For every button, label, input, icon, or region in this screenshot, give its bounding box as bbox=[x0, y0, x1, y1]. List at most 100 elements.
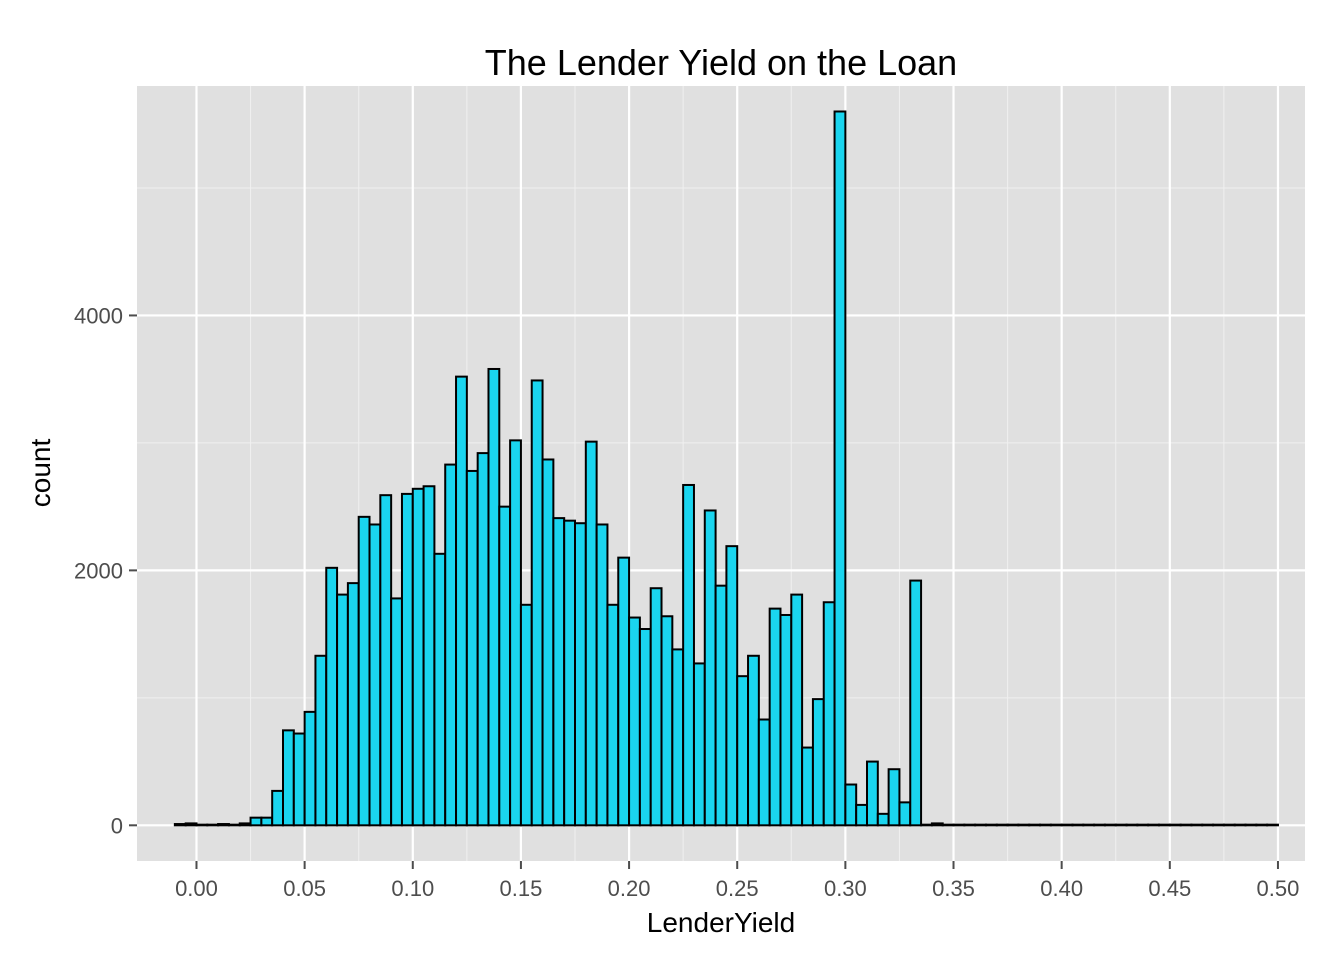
y-tick-label: 0 bbox=[111, 813, 123, 838]
histogram-bar bbox=[822, 601, 836, 827]
histogram-bar bbox=[952, 823, 966, 827]
histogram-bar bbox=[1017, 823, 1031, 827]
y-tick-label: 4000 bbox=[74, 303, 123, 328]
histogram-bar bbox=[855, 803, 868, 827]
histogram-bar bbox=[541, 458, 555, 827]
histogram-bar bbox=[617, 556, 631, 827]
histogram-bar bbox=[606, 603, 620, 827]
histogram-bars bbox=[173, 110, 1279, 827]
histogram-bar bbox=[530, 379, 544, 827]
histogram-bar bbox=[1093, 823, 1106, 827]
histogram-bar bbox=[314, 654, 328, 827]
histogram-bar bbox=[1039, 823, 1052, 827]
histogram-bar bbox=[1006, 823, 1020, 827]
histogram-bar bbox=[509, 439, 522, 827]
histogram-bar bbox=[1136, 823, 1150, 827]
x-tick-label: 0.40 bbox=[1040, 876, 1083, 901]
histogram-bar bbox=[1233, 823, 1247, 827]
histogram-bar bbox=[465, 469, 479, 827]
histogram-bar bbox=[1049, 823, 1063, 827]
histogram-bar bbox=[747, 654, 760, 827]
histogram-bar bbox=[714, 584, 728, 827]
histogram-bar bbox=[1201, 823, 1215, 827]
histogram-bar bbox=[963, 823, 977, 827]
histogram-bar bbox=[790, 593, 804, 827]
histogram-bar bbox=[325, 566, 339, 827]
histogram-bar bbox=[444, 463, 458, 827]
histogram-bar bbox=[476, 452, 490, 827]
x-tick-label: 0.00 bbox=[175, 876, 218, 901]
x-axis-title: LenderYield bbox=[647, 907, 795, 938]
histogram-bar bbox=[357, 515, 371, 827]
histogram-bar bbox=[1103, 823, 1117, 827]
x-axis-ticks: 0.00 0.05 0.10 0.15 0.20 0.25 0.30 0.35 0.40 0.45… bbox=[175, 861, 1299, 901]
histogram-bar bbox=[455, 375, 468, 827]
x-tick-label: 0.35 bbox=[932, 876, 975, 901]
histogram-bar bbox=[844, 783, 858, 827]
histogram-bar bbox=[238, 822, 252, 827]
histogram-bar bbox=[801, 746, 814, 827]
histogram-bar bbox=[292, 732, 306, 827]
histogram-bar bbox=[1082, 823, 1096, 827]
histogram-bar bbox=[1244, 823, 1258, 827]
histogram-bar bbox=[1212, 823, 1225, 827]
histogram-bar bbox=[1266, 823, 1279, 827]
histogram-bar bbox=[487, 367, 501, 827]
histogram-bar bbox=[1255, 823, 1269, 827]
histogram-bar bbox=[498, 505, 512, 827]
histogram-bar bbox=[563, 519, 576, 827]
histogram-bar bbox=[400, 492, 414, 827]
histogram-bar bbox=[336, 593, 349, 827]
x-tick-label: 0.50 bbox=[1257, 876, 1300, 901]
histogram-bar bbox=[206, 823, 220, 827]
histogram-bar bbox=[941, 823, 955, 827]
histogram-bar bbox=[876, 812, 890, 827]
y-tick-label: 2000 bbox=[74, 558, 123, 583]
histogram-bar bbox=[984, 823, 998, 827]
histogram-bar bbox=[422, 485, 436, 827]
histogram-bar bbox=[260, 816, 274, 827]
histogram-bar bbox=[909, 579, 923, 827]
histogram-bar bbox=[887, 768, 901, 827]
histogram-bar bbox=[660, 615, 674, 827]
histogram-bar bbox=[379, 494, 393, 827]
histogram-bar bbox=[811, 698, 825, 827]
histogram-bar bbox=[930, 822, 944, 827]
histogram-bar bbox=[227, 823, 241, 827]
histogram-bar bbox=[1168, 823, 1182, 827]
histogram-bar bbox=[552, 517, 566, 827]
histogram-bar bbox=[195, 823, 209, 827]
histogram-bar bbox=[1125, 823, 1139, 827]
histogram-bar bbox=[725, 545, 739, 827]
histogram-bar bbox=[768, 607, 782, 827]
histogram-bar bbox=[584, 440, 598, 827]
histogram-bar bbox=[1147, 823, 1160, 827]
histogram-bar bbox=[898, 801, 912, 827]
y-axis-title: count bbox=[25, 439, 56, 508]
histogram-bar bbox=[703, 509, 717, 827]
x-tick-label: 0.45 bbox=[1148, 876, 1191, 901]
histogram-bar bbox=[249, 816, 263, 827]
histogram-bar bbox=[303, 710, 317, 827]
histogram-bar bbox=[1190, 823, 1204, 827]
histogram-bar bbox=[866, 760, 879, 827]
histogram-bar bbox=[757, 718, 771, 827]
histogram-bar bbox=[368, 523, 382, 827]
histogram-bar bbox=[920, 823, 933, 827]
histogram-bar bbox=[995, 823, 1009, 827]
histogram-bar bbox=[184, 822, 198, 827]
histogram-bar bbox=[974, 823, 987, 827]
histogram-bar bbox=[1114, 823, 1128, 827]
histogram-bar bbox=[346, 582, 360, 827]
histogram-bar bbox=[1158, 823, 1171, 827]
histogram-bar bbox=[638, 628, 652, 827]
histogram-bar bbox=[628, 616, 641, 827]
histogram-bar bbox=[736, 675, 750, 827]
x-tick-label: 0.30 bbox=[824, 876, 867, 901]
histogram-bar bbox=[671, 648, 685, 827]
x-tick-label: 0.20 bbox=[608, 876, 651, 901]
histogram-bar bbox=[649, 587, 663, 827]
histogram-bar bbox=[682, 483, 695, 827]
histogram-bar bbox=[1222, 823, 1236, 827]
